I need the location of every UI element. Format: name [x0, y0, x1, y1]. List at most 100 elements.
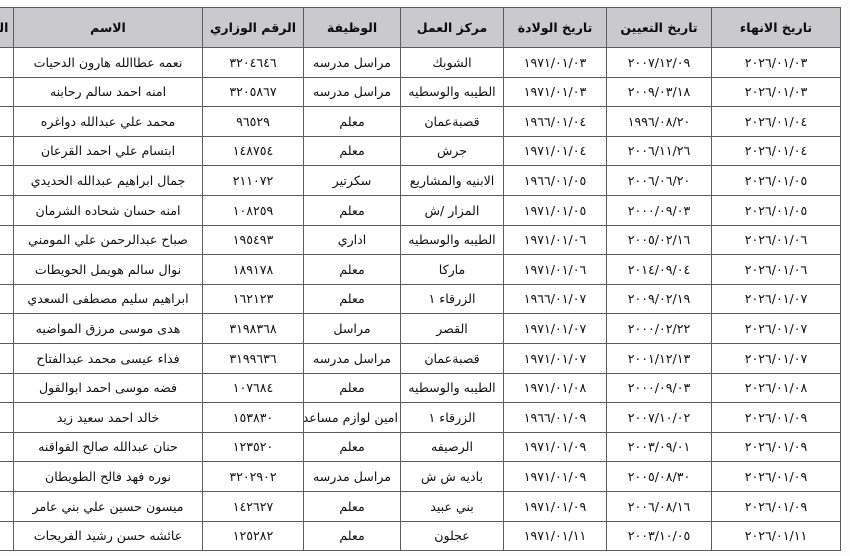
cell-appoint-date: ٢٠٠٧/١٢/٠٩	[606, 47, 712, 78]
cell-birth-date: ١٩٧١/٠١/٠٥	[503, 194, 607, 226]
cell-end-date: ٢٠٢٦/٠١/١١	[711, 520, 841, 552]
cell-num: ٥٩	[0, 254, 14, 285]
cell-name: خالد احمد سعيد زيد	[13, 402, 203, 433]
cell-end-date: ٢٠٢٦/٠١/٠٣	[711, 47, 841, 78]
cell-ministry-number: ٣١٩٨٣٦٨	[202, 313, 304, 344]
cell-birth-date: ١٩٧١/٠١/٠٧	[503, 342, 607, 374]
cell-name: ابتسام علي احمد القرعان	[13, 135, 203, 167]
cell-name: هدى موسى مرزق المواضيه	[13, 313, 203, 344]
cell-num: ٦٦	[0, 461, 14, 492]
cell-name: فداء عيسى محمد عبدالفتاح	[13, 342, 203, 374]
cell-name: ابراهيم سليم مصطفى السعدي	[13, 283, 203, 315]
cell-end-date: ٢٠٢٦/٠١/٠٩	[711, 402, 841, 433]
cell-num: ٦٠	[0, 283, 14, 315]
cell-work-center: الطيبه والوسطيه	[400, 224, 504, 256]
column-header-num: الرقم	[0, 7, 14, 48]
cell-num: ٦٨	[0, 520, 14, 552]
cell-job: اداري	[303, 224, 401, 256]
cell-name: امنه احمد سالم رحابنه	[13, 76, 203, 108]
cell-end-date: ٢٠٢٦/٠١/٠٧	[711, 283, 841, 315]
cell-appoint-date: ٢٠٠٩/٠٣/١٨	[606, 76, 712, 108]
cell-appoint-date: ٢٠٠٠/٠٢/٢٢	[606, 313, 712, 344]
cell-job: معلم	[303, 106, 401, 137]
cell-job: معلم	[303, 372, 401, 404]
table-row: ٢٠٢٦/٠١/٠٩ ٢٠٠٦/٠٨/١٦ ١٩٧١/٠١/٠٩ بني عبيد مع…	[0, 490, 841, 522]
cell-num: ٦٢	[0, 342, 14, 374]
cell-name: نوره فهد فالح الطويطان	[13, 461, 203, 492]
cell-name: عائشه حسن رشيد الفريحات	[13, 520, 203, 552]
cell-num: ٥٤	[0, 106, 14, 137]
cell-end-date: ٢٠٢٦/٠١/٠٩	[711, 461, 841, 492]
cell-birth-date: ١٩٦٦/٠١/٠٤	[503, 106, 607, 137]
cell-appoint-date: ١٩٩٦/٠٨/٢٠	[606, 106, 712, 137]
table-row: ٢٠٢٦/٠١/٠٦ ٢٠١٤/٠٩/٠٤ ١٩٧١/٠١/٠٦ ماركا معلم ١…	[0, 254, 841, 285]
cell-num: ٥٦	[0, 165, 14, 196]
cell-ministry-number: ١٠٧٦٨٤	[202, 372, 304, 404]
cell-work-center: عجلون	[400, 520, 504, 552]
cell-birth-date: ١٩٧١/٠١/٠٨	[503, 372, 607, 404]
table-row: ٢٠٢٦/٠١/٠٤ ٢٠٠٦/١١/٢٦ ١٩٧١/٠١/٠٤ جرش معلم ١٤٨…	[0, 135, 841, 167]
cell-work-center: قصبةعمان	[400, 342, 504, 374]
column-header-appoint-date: تاريخ التعيين	[606, 7, 712, 48]
table-row: ٢٠٢٦/٠١/٠٧ ٢٠٠١/١٢/١٣ ١٩٧١/٠١/٠٧ قصبةعمان مر…	[0, 342, 841, 374]
cell-work-center: الطيبه والوسطيه	[400, 76, 504, 108]
cell-birth-date: ١٩٧١/٠١/٠٦	[503, 224, 607, 256]
cell-ministry-number: ٣١٩٩٦٣٦	[202, 342, 304, 374]
cell-appoint-date: ٢٠١٤/٠٩/٠٤	[606, 254, 712, 285]
cell-ministry-number: ١٤٢٦٢٧	[202, 490, 304, 522]
cell-ministry-number: ١٩٥٤٩٣	[202, 224, 304, 256]
cell-ministry-number: ١٦٢١٢٣	[202, 283, 304, 315]
cell-birth-date: ١٩٦٦/٠١/٠٧	[503, 283, 607, 315]
cell-appoint-date: ٢٠٠٥/٠٨/٣٠	[606, 461, 712, 492]
cell-work-center: المزار /ش	[400, 194, 504, 226]
cell-appoint-date: ٢٠٠٣/١٠/٠٥	[606, 520, 712, 552]
cell-num: ٦٤	[0, 402, 14, 433]
cell-ministry-number: ٩٦٥٢٩	[202, 106, 304, 137]
cell-job: مراسل مدرسه	[303, 47, 401, 78]
cell-ministry-number: ٣٢٠٥٨٦٧	[202, 76, 304, 108]
table-body: ٢٠٢٦/٠١/٠٣ ٢٠٠٧/١٢/٠٩ ١٩٧١/٠١/٠٣ الشوبك مراس…	[0, 47, 841, 552]
table-row: ٢٠٢٦/٠١/٠٣ ٢٠٠٧/١٢/٠٩ ١٩٧١/٠١/٠٣ الشوبك مراس…	[0, 47, 841, 78]
cell-ministry-number: ٢١١٠٧٢	[202, 165, 304, 196]
cell-num: ٥٣	[0, 76, 14, 108]
cell-job: مراسل مدرسه	[303, 76, 401, 108]
cell-job: مراسل مدرسه	[303, 342, 401, 374]
cell-num: ٥٧	[0, 194, 14, 226]
cell-work-center: الزرقاء ١	[400, 283, 504, 315]
table-row: ٢٠٢٦/٠١/١١ ٢٠٠٣/١٠/٠٥ ١٩٧١/٠١/١١ عجلون معلم ١…	[0, 520, 841, 552]
table-row: ٢٠٢٦/٠١/٠٨ ٢٠٠٠/٠٩/٠٣ ١٩٧١/٠١/٠٨ الطيبه وال…	[0, 372, 841, 404]
cell-appoint-date: ٢٠٠٩/٠٢/١٩	[606, 283, 712, 315]
cell-name: فضه موسى احمد ابوالقول	[13, 372, 203, 404]
table-row: ٢٠٢٦/٠١/٠٦ ٢٠٠٥/٠٢/١٦ ١٩٧١/٠١/٠٦ الطيبه وال…	[0, 224, 841, 256]
cell-birth-date: ١٩٧١/٠١/٠٧	[503, 313, 607, 344]
cell-num: ٥٢	[0, 47, 14, 78]
cell-birth-date: ١٩٧١/٠١/٠٣	[503, 47, 607, 78]
column-header-job: الوظيفة	[303, 7, 401, 48]
cell-end-date: ٢٠٢٦/٠١/٠٣	[711, 76, 841, 108]
cell-num: ٥٨	[0, 224, 14, 256]
cell-ministry-number: ١٠٨٢٥٩	[202, 194, 304, 226]
column-header-birth-date: تاريخ الولادة	[503, 7, 607, 48]
cell-birth-date: ١٩٧١/٠١/٠٩	[503, 431, 607, 463]
cell-birth-date: ١٩٧١/٠١/٠٩	[503, 490, 607, 522]
cell-appoint-date: ٢٠٠٣/٠٩/٠١	[606, 431, 712, 463]
table-row: ٢٠٢٦/٠١/٠٥ ٢٠٠٦/٠٦/٢٠ ١٩٦٦/٠١/٠٥ الابنيه وا…	[0, 165, 841, 196]
cell-name: امنه حسان شحاده الشرمان	[13, 194, 203, 226]
table-row: ٢٠٢٦/٠١/٠٩ ٢٠٠٣/٠٩/٠١ ١٩٧١/٠١/٠٩ الرصيفه معل…	[0, 431, 841, 463]
cell-num: ٥٥	[0, 135, 14, 167]
cell-end-date: ٢٠٢٦/٠١/٠٦	[711, 254, 841, 285]
cell-ministry-number: ١٢٣٥٢٠	[202, 431, 304, 463]
cell-name: حنان عبدالله صالح القواقنه	[13, 431, 203, 463]
cell-appoint-date: ٢٠٠٥/٠٢/١٦	[606, 224, 712, 256]
cell-end-date: ٢٠٢٦/٠١/٠٩	[711, 431, 841, 463]
cell-name: محمد علي عبدالله دواغره	[13, 106, 203, 137]
cell-job: معلم	[303, 520, 401, 552]
cell-name: جمال ابراهيم عبدالله الحديدي	[13, 165, 203, 196]
cell-job: سكرتير	[303, 165, 401, 196]
cell-job: مراسل	[303, 313, 401, 344]
cell-job: معلم	[303, 135, 401, 167]
table-row: ٢٠٢٦/٠١/٠٧ ٢٠٠٠/٠٢/٢٢ ١٩٧١/٠١/٠٧ القصر مراسل…	[0, 313, 841, 344]
cell-work-center: باديه ش ش	[400, 461, 504, 492]
